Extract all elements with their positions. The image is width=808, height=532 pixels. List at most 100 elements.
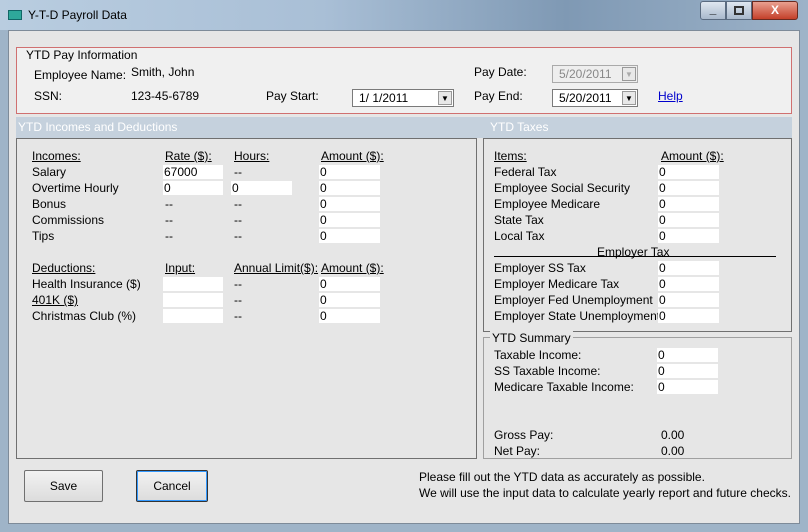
employer-tax-label: Employer Medicare Tax (494, 277, 620, 291)
pay-end-label: Pay End: (474, 89, 523, 103)
summary-group (483, 337, 792, 459)
tax-amount-input[interactable]: 0 (658, 229, 719, 243)
deduction-input[interactable] (163, 309, 223, 323)
help-link[interactable]: Help (658, 89, 683, 103)
pay-end-value: 5/20/2011 (559, 91, 612, 105)
summary-value-input[interactable]: 0 (657, 380, 718, 394)
tax-amount-input[interactable]: 0 (658, 165, 719, 179)
pay-start-value: 1/ 1/2011 (359, 91, 409, 105)
footer-note-line2: We will use the input data to calculate … (419, 486, 791, 500)
hours-value: -- (234, 229, 242, 243)
deduction-amount-input[interactable]: 0 (319, 293, 380, 307)
income-amount-input[interactable]: 0 (319, 181, 380, 195)
pay-start-picker[interactable]: 1/ 1/2011 ▼ (352, 89, 454, 107)
tax-amount-input[interactable]: 0 (658, 197, 719, 211)
income-amount-input[interactable]: 0 (319, 229, 380, 243)
employer-tax-label: Employer Fed Unemployment (494, 293, 653, 307)
employer-tax-amount-input[interactable]: 0 (658, 309, 719, 323)
deductions-column-header: Annual Limit($): (234, 261, 319, 275)
summary-label: Medicare Taxable Income: (494, 380, 634, 394)
gross-pay-label: Gross Pay: (494, 428, 554, 442)
deductions-column-header: Input: (165, 261, 196, 275)
rate-value: -- (165, 229, 173, 243)
summary-label: SS Taxable Income: (494, 364, 601, 378)
summary-label: Taxable Income: (494, 348, 582, 362)
income-amount-input[interactable]: 0 (319, 213, 380, 227)
deduction-amount-input[interactable]: 0 (319, 309, 380, 323)
income-label: Tips (32, 229, 55, 243)
tax-label: Federal Tax (494, 165, 557, 179)
incomes-column-header: Rate ($): (165, 149, 212, 163)
deduction-input[interactable] (163, 277, 223, 291)
rate-input[interactable]: 0 (163, 181, 223, 195)
deductions-column-header: Amount ($): (321, 261, 384, 275)
employer-tax-amount-input[interactable]: 0 (658, 277, 719, 291)
chevron-down-icon[interactable]: ▼ (438, 91, 452, 105)
income-amount-input[interactable]: 0 (319, 165, 380, 179)
rate-input[interactable]: 67000 (163, 165, 223, 179)
hours-value: -- (234, 197, 242, 211)
cancel-button[interactable]: Cancel (136, 470, 208, 502)
employer-tax-label: Employer SS Tax (494, 261, 586, 275)
employee-name-value: Smith, John (131, 65, 195, 79)
net-pay-value: 0.00 (661, 444, 685, 458)
footer-note-line1: Please fill out the YTD data as accurate… (419, 470, 705, 484)
deductions-column-header: Deductions: (32, 261, 96, 275)
rate-value: -- (165, 197, 173, 211)
income-label: Salary (32, 165, 67, 179)
summary-value-input[interactable]: 0 (657, 348, 718, 362)
pay-date-value: 5/20/2011 (559, 67, 612, 81)
pay-date-label: Pay Date: (474, 65, 527, 79)
employee-name-label: Employee Name: (34, 68, 127, 82)
income-amount-input[interactable]: 0 (319, 197, 380, 211)
employer-tax-amount-input[interactable]: 0 (658, 293, 719, 307)
annual-limit-value: -- (234, 309, 242, 323)
tax-amount-input[interactable]: 0 (658, 181, 719, 195)
maximize-button[interactable] (726, 1, 752, 20)
taxes-panel (483, 138, 792, 332)
deduction-link: 401K ($) (32, 293, 79, 307)
incomes-column-header: Incomes: (32, 149, 81, 163)
incomes-column-header: Amount ($): (321, 149, 384, 163)
pay-info-legend: YTD Pay Information (24, 48, 140, 62)
pay-end-picker[interactable]: 5/20/2011 ▼ (552, 89, 638, 107)
hours-value: -- (234, 213, 242, 227)
chevron-down-icon: ▼ (622, 67, 636, 81)
minimize-button[interactable]: _ (700, 1, 726, 20)
income-label: Commissions (32, 213, 105, 227)
pay-date-picker: 5/20/2011 ▼ (552, 65, 638, 83)
ssn-label: SSN: (34, 89, 63, 103)
incomes-panel (16, 138, 477, 459)
annual-limit-value: -- (234, 277, 242, 291)
net-pay-label: Net Pay: (494, 444, 541, 458)
deduction-label: Christmas Club (%) (32, 309, 137, 323)
deduction-input[interactable] (163, 293, 223, 307)
deduction-amount-input[interactable]: 0 (319, 277, 380, 291)
close-button[interactable]: X (752, 1, 798, 20)
hours-input[interactable]: 0 (231, 181, 292, 195)
employer-tax-label: Employer State Unemployment (494, 309, 661, 323)
section-header-bar (16, 117, 792, 138)
ssn-value: 123-45-6789 (131, 89, 200, 103)
summary-value-input[interactable]: 0 (657, 364, 718, 378)
tax-label: Employee Medicare (494, 197, 601, 211)
taxes-items-header: Items: (494, 149, 527, 163)
pay-start-label: Pay Start: (266, 89, 319, 103)
tax-amount-input[interactable]: 0 (658, 213, 719, 227)
chevron-down-icon[interactable]: ▼ (622, 91, 636, 105)
gross-pay-value: 0.00 (661, 428, 685, 442)
deduction-label: Health Insurance ($) (32, 277, 141, 291)
taxes-section-header: YTD Taxes (490, 120, 549, 134)
tax-label: Employee Social Security (494, 181, 631, 195)
income-label: Bonus (32, 197, 67, 211)
title-bar: Y-T-D Payroll Data _ X (0, 0, 808, 30)
hours-value: -- (234, 165, 242, 179)
app-icon (8, 10, 22, 20)
rate-value: -- (165, 213, 173, 227)
save-button[interactable]: Save (24, 470, 103, 502)
employer-tax-amount-input[interactable]: 0 (658, 261, 719, 275)
incomes-column-header: Hours: (234, 149, 270, 163)
taxes-amount-header: Amount ($): (661, 149, 724, 163)
employer-tax-divider (494, 256, 776, 257)
window-title: Y-T-D Payroll Data (28, 8, 127, 22)
